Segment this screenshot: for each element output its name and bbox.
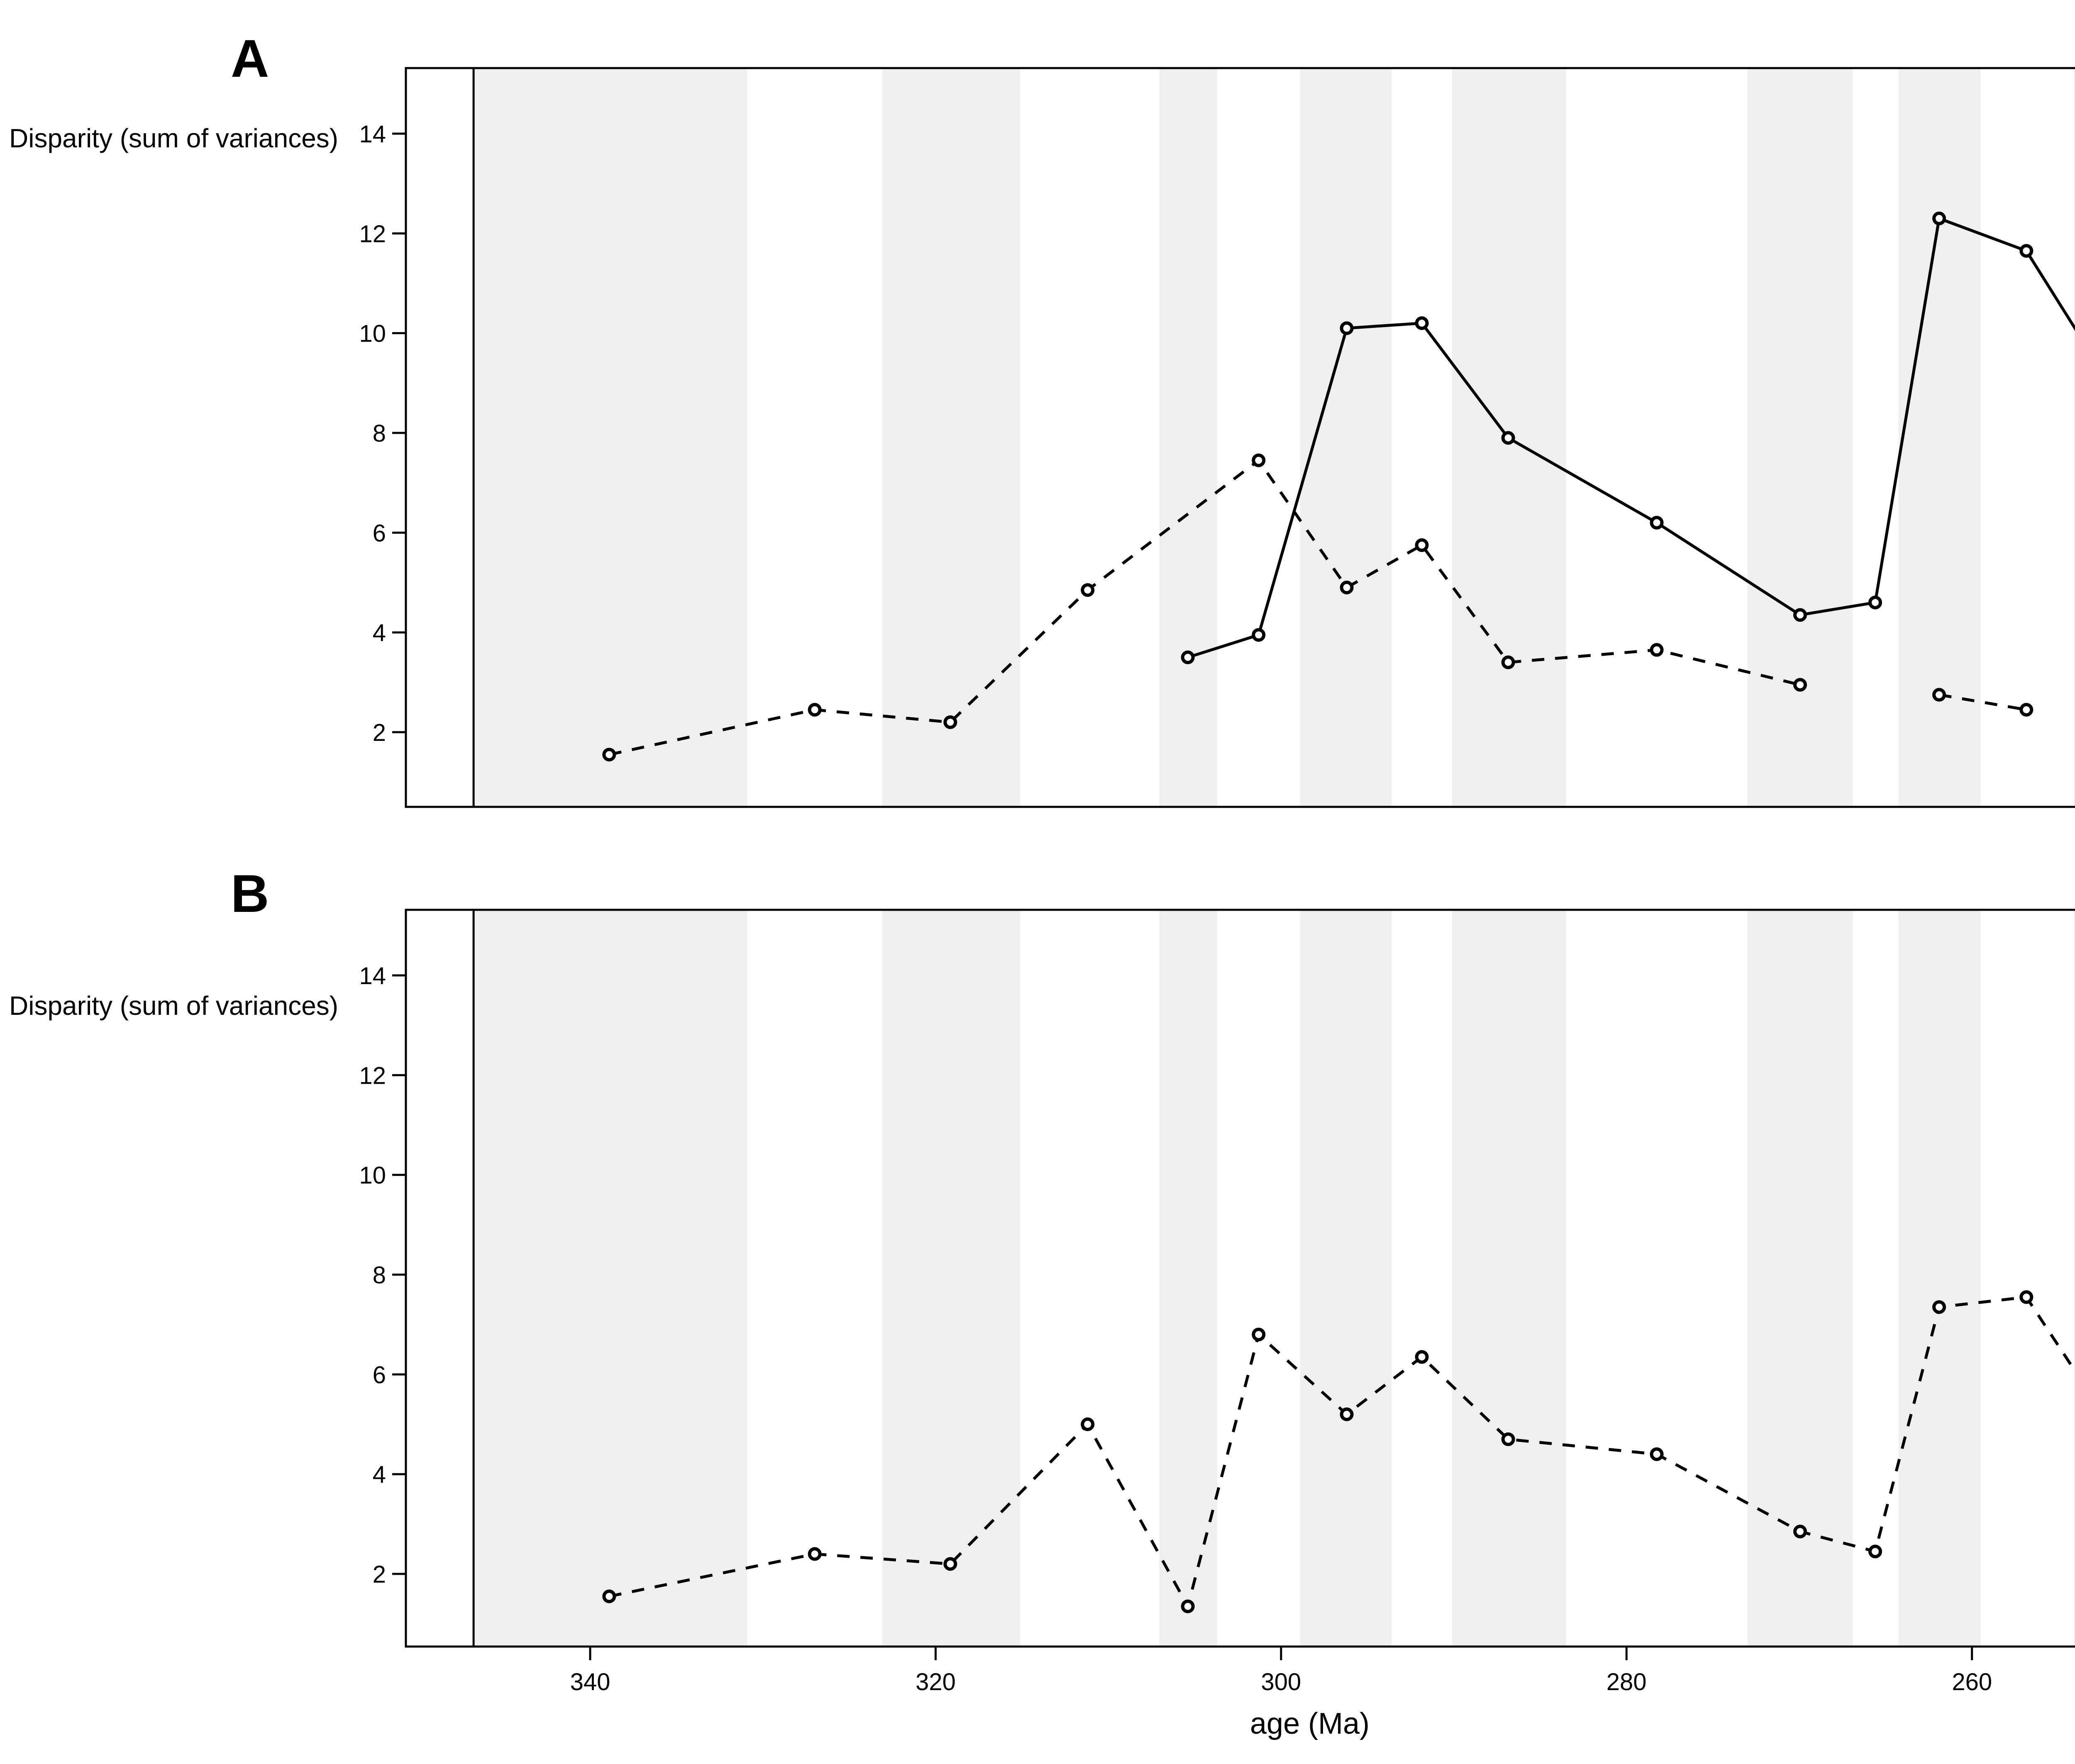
data-point-marker <box>808 703 822 717</box>
data-point-marker <box>1252 453 1266 467</box>
data-point-marker <box>1181 650 1195 665</box>
data-point-marker <box>1340 321 1354 335</box>
stage-band <box>1898 910 1981 1647</box>
stage-band <box>2074 68 2075 807</box>
stage-band <box>1747 910 1853 1647</box>
y-tick-label: 10 <box>359 1162 386 1189</box>
data-point-marker <box>1932 688 1946 702</box>
data-point-marker <box>808 1547 822 1561</box>
x-tick-label: 340 <box>570 1669 610 1696</box>
x-tick-label: 300 <box>1261 1669 1301 1696</box>
stage-band <box>1452 910 1566 1647</box>
data-point-marker <box>1868 1544 1882 1559</box>
y-tick-label: 12 <box>359 220 386 247</box>
y-tick-label: 8 <box>373 420 386 447</box>
data-point-marker <box>2019 703 2034 717</box>
panel-b-title: B <box>231 864 269 924</box>
stage-band <box>1747 68 1853 807</box>
y-tick-label: 10 <box>359 320 386 347</box>
x-axis-label: age (Ma) <box>1250 1707 1370 1740</box>
data-point-marker <box>1793 1525 1807 1539</box>
data-point-marker <box>1081 1417 1095 1431</box>
data-point-marker <box>1932 1300 1946 1314</box>
data-point-marker <box>2019 1290 2034 1304</box>
series-solid <box>1181 211 2075 665</box>
y-tick-label: 6 <box>373 1361 386 1388</box>
panel-b-y-axis-label: Disparity (sum of variances) <box>9 991 339 1021</box>
stage-band <box>1159 68 1217 807</box>
plot-frame <box>405 909 2075 1648</box>
series-line <box>1939 693 2027 711</box>
data-point-marker <box>1340 1407 1354 1421</box>
series-dashed <box>602 1290 2075 1613</box>
y-tick-label: 8 <box>373 1262 386 1289</box>
panel-b: 2 4 6 8 10 12 14 340 320 300 280 260 <box>359 909 2075 1696</box>
data-point-marker <box>943 715 957 729</box>
stage-band <box>1300 68 1392 807</box>
x-tick-label: 260 <box>1952 1669 1992 1696</box>
data-point-marker <box>1081 583 1095 597</box>
data-point-marker <box>1252 1327 1266 1341</box>
data-point-marker <box>1793 608 1807 622</box>
y-tick-label: 14 <box>359 121 386 148</box>
data-point-marker <box>1868 596 1882 610</box>
data-point-marker <box>1340 581 1354 594</box>
x-tick-label: 320 <box>915 1669 956 1696</box>
data-point-marker <box>2019 244 2034 258</box>
y-tick-label: 6 <box>373 520 386 547</box>
stage-band <box>2074 910 2075 1647</box>
panel-a: 2 4 6 8 10 12 14 <box>359 67 2075 808</box>
stage-band <box>474 910 747 1647</box>
series-dashed <box>602 453 2034 762</box>
panel-a-y-axis-label: Disparity (sum of variances) <box>9 123 339 153</box>
data-point-marker <box>1501 431 1515 445</box>
stage-band <box>1898 68 1981 807</box>
data-point-marker <box>1793 678 1807 692</box>
stage-band <box>882 68 1020 807</box>
data-point-marker <box>1650 1447 1664 1461</box>
y-tick-label: 4 <box>373 620 386 647</box>
y-tick-label: 12 <box>359 1062 386 1089</box>
data-point-marker <box>1932 211 1946 225</box>
series-line <box>609 458 1801 756</box>
panel-a-title: A <box>231 29 269 88</box>
data-point-marker <box>943 1557 957 1571</box>
data-point-marker <box>1501 1432 1515 1446</box>
data-point-marker <box>1181 1599 1195 1613</box>
data-point-marker <box>1415 1350 1429 1364</box>
data-point-marker <box>602 748 616 762</box>
y-tick-label: 2 <box>373 719 386 746</box>
y-tick-label: 4 <box>373 1461 386 1488</box>
stage-band <box>882 910 1020 1647</box>
y-tick-label: 14 <box>359 963 386 990</box>
stage-band <box>474 68 747 807</box>
data-point-marker <box>1415 316 1429 330</box>
y-tick-label: 2 <box>373 1561 386 1588</box>
stage-band <box>1159 910 1217 1647</box>
plot-frame <box>405 67 2075 808</box>
data-point-marker <box>1650 516 1664 530</box>
data-point-marker <box>1650 643 1664 657</box>
data-point-marker <box>602 1589 616 1603</box>
data-point-marker <box>1415 538 1429 552</box>
data-point-marker <box>1252 628 1266 642</box>
x-tick-label: 280 <box>1606 1669 1647 1696</box>
stage-band <box>1300 910 1392 1647</box>
data-point-marker <box>1501 655 1515 669</box>
